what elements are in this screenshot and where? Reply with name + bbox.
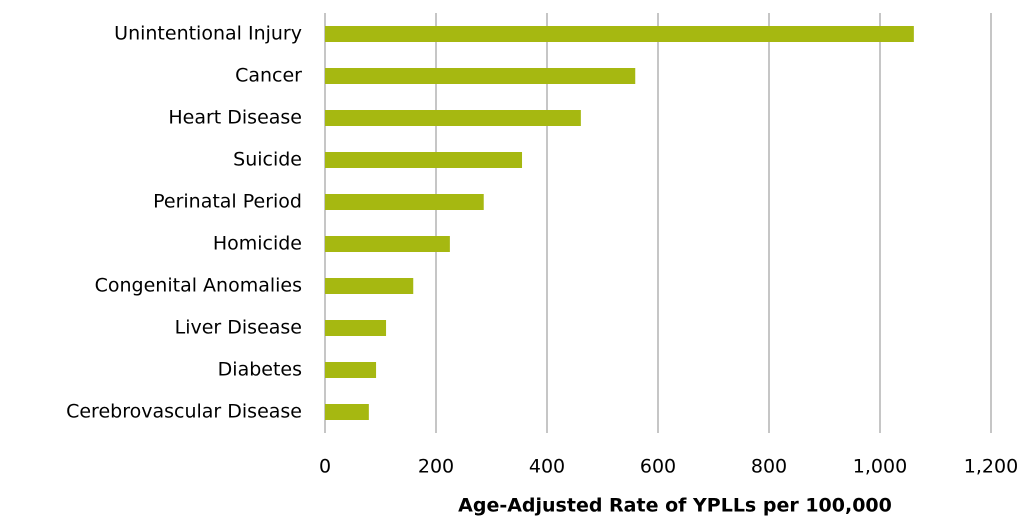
bar <box>325 236 450 252</box>
bar <box>325 362 377 378</box>
x-tick-label: 1,000 <box>853 456 907 478</box>
x-tick-label: 400 <box>529 456 565 478</box>
y-tick-label: Heart Disease <box>168 107 302 129</box>
bar <box>325 320 387 336</box>
bar <box>325 278 414 294</box>
bar <box>325 26 914 42</box>
y-tick-label: Diabetes <box>218 359 302 381</box>
x-tick-label: 600 <box>640 456 676 478</box>
bar <box>325 404 369 420</box>
bar <box>325 152 523 168</box>
x-tick-label: 200 <box>418 456 454 478</box>
x-axis-label: Age-Adjusted Rate of YPLLs per 100,000 <box>458 495 892 517</box>
y-tick-label: Cancer <box>235 65 302 87</box>
bar <box>325 68 636 84</box>
y-tick-label: Homicide <box>213 233 302 255</box>
y-tick-label: Perinatal Period <box>153 191 302 213</box>
x-tick-label: 1,200 <box>964 456 1018 478</box>
y-tick-label: Suicide <box>233 149 302 171</box>
y-tick-label: Liver Disease <box>175 317 302 339</box>
x-tick-label: 800 <box>751 456 787 478</box>
bar <box>325 110 581 126</box>
x-tick-label: 0 <box>319 456 331 478</box>
y-tick-label: Unintentional Injury <box>114 23 302 45</box>
y-tick-label: Cerebrovascular Disease <box>66 401 302 423</box>
y-tick-label: Congenital Anomalies <box>95 275 302 297</box>
bar <box>325 194 484 210</box>
